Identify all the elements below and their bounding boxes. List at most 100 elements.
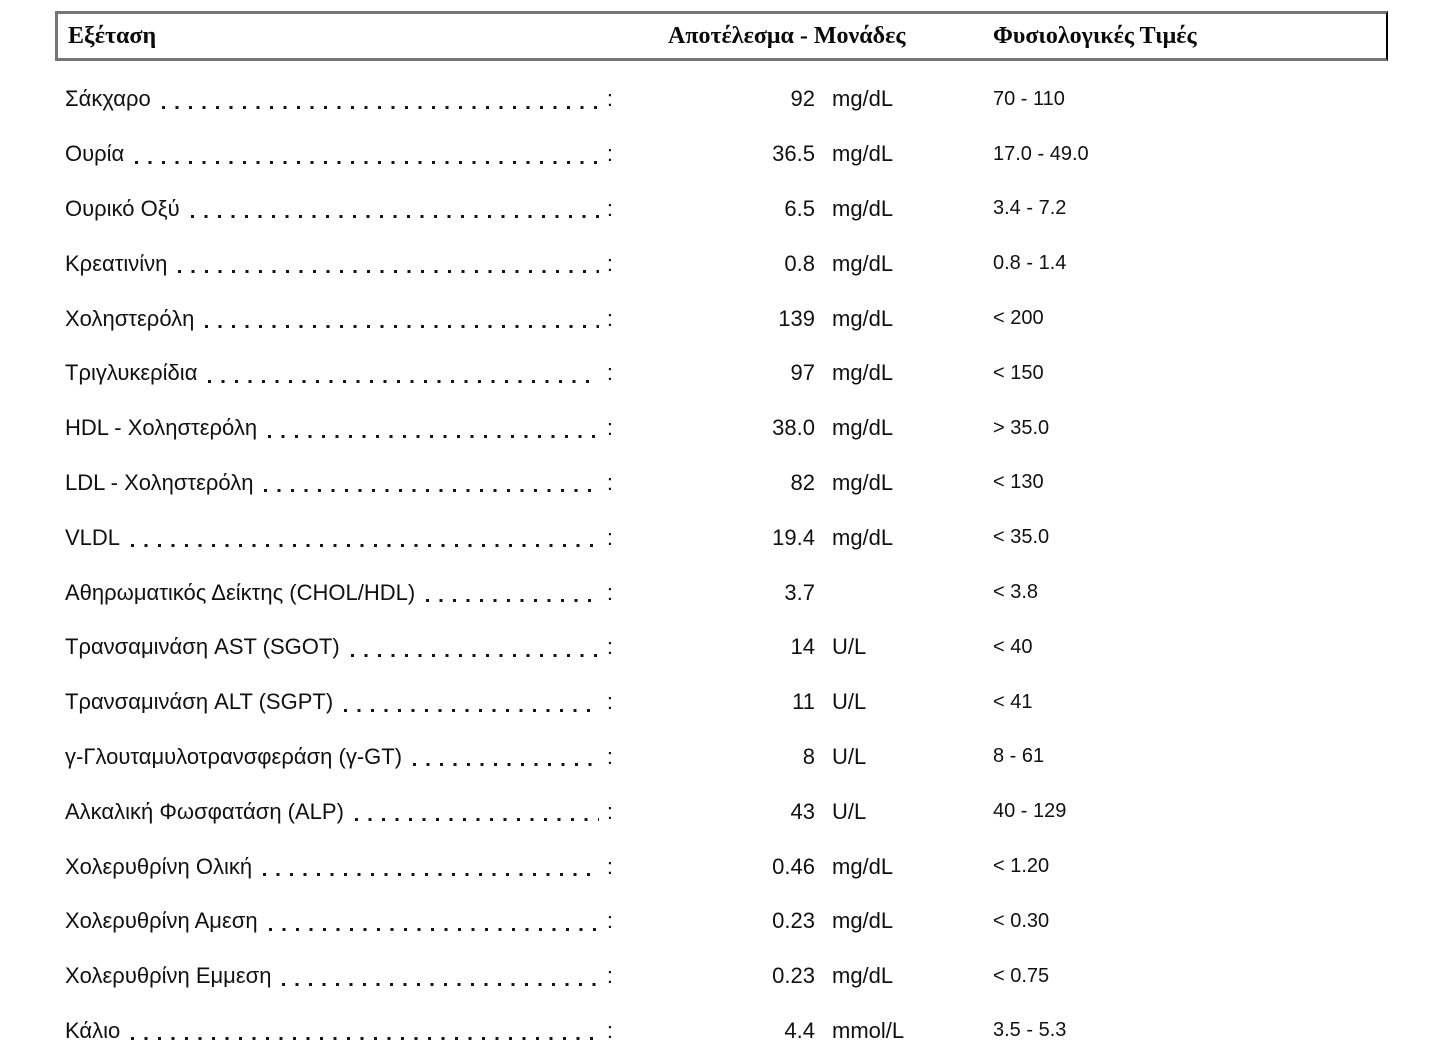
result-unit: mg/dL — [832, 963, 894, 989]
result-value: 3.7 — [784, 579, 815, 605]
result-unit: U/L — [832, 634, 867, 660]
colon-separator: : — [606, 141, 613, 167]
result-unit: mg/dL — [832, 250, 894, 276]
test-name: Κρεατινίνη — [65, 250, 168, 276]
result-value: 139 — [778, 305, 815, 331]
reference-range: < 41 — [993, 690, 1033, 713]
result-unit: mg/dL — [832, 305, 894, 331]
result-unit: U/L — [832, 689, 867, 715]
test-name-cell: Χολερυθρίνη Ολική : — [65, 839, 613, 894]
test-name: HDL - Χοληστερόλη — [65, 415, 258, 441]
dotted-leader — [268, 893, 599, 949]
table-row: Ουρία : 36.5 mg/dL 17.0 - 49.0 — [65, 126, 1395, 182]
colon-separator: : — [606, 579, 613, 605]
colon-separator: : — [606, 86, 613, 112]
result-value: 36.5 — [772, 141, 815, 167]
result-value: 97 — [790, 360, 815, 386]
colon-separator: : — [606, 195, 613, 221]
colon-separator: : — [606, 250, 613, 276]
test-name-cell: Ουρικό Οξύ : — [65, 181, 613, 237]
test-name-cell: γ-Γλουταμυλοτρανσφεράση (γ-GT) : — [65, 729, 613, 785]
dotted-leader — [161, 72, 599, 127]
dotted-leader — [208, 345, 599, 401]
colon-separator: : — [606, 415, 613, 441]
colon-separator: : — [606, 689, 613, 715]
dotted-leader — [350, 619, 599, 675]
reference-range: < 40 — [993, 635, 1033, 658]
colon-separator: : — [606, 853, 613, 879]
reference-range: 0.8 - 1.4 — [993, 252, 1067, 275]
result-value: 4.4 — [784, 1017, 815, 1043]
test-name: Χολερυθρίνη Ολική — [65, 853, 253, 879]
result-value: 19.4 — [772, 524, 815, 550]
dotted-leader — [264, 455, 599, 511]
header-normal-values-column: Φυσιολογικές Τιμές — [993, 22, 1197, 49]
result-unit: mg/dL — [832, 360, 894, 386]
result-unit: mg/dL — [832, 853, 894, 879]
test-name-cell: LDL - Χοληστερόλη : — [65, 455, 613, 511]
dotted-leader — [282, 948, 599, 1004]
test-name-cell: Τρανσαμινάση AST (SGOT) : — [65, 619, 613, 675]
table-row: Τρανσαμινάση ALT (SGPT) : 11 U/L < 41 — [65, 674, 1395, 730]
result-value: 14 — [790, 634, 815, 660]
test-name: Χολερυθρίνη Αμεση — [65, 908, 258, 934]
reference-range: 70 - 110 — [993, 87, 1065, 110]
test-name: Ουρία — [65, 141, 125, 167]
reference-range: > 35.0 — [993, 416, 1050, 439]
table-row: Χοληστερόλη : 139 mg/dL < 200 — [65, 291, 1395, 346]
result-unit: mg/dL — [832, 908, 894, 934]
reference-range: 17.0 - 49.0 — [993, 142, 1089, 165]
result-value: 82 — [790, 469, 815, 495]
dotted-leader — [190, 181, 599, 237]
reference-range: 8 - 61 — [993, 745, 1045, 768]
result-unit: mmol/L — [832, 1017, 905, 1043]
reference-range: 40 - 129 — [993, 800, 1067, 823]
result-unit: U/L — [832, 743, 867, 769]
test-name: Τρανσαμινάση AST (SGOT) — [65, 634, 340, 660]
test-name: Κάλιο — [65, 1017, 121, 1043]
table-row: γ-Γλουταμυλοτρανσφεράση (γ-GT) : 8 U/L 8… — [65, 729, 1395, 785]
dotted-leader — [263, 839, 599, 894]
table-row: Χολερυθρίνη Ολική : 0.46 mg/dL < 1.20 — [65, 839, 1395, 894]
colon-separator: : — [606, 908, 613, 934]
table-row: Ουρικό Οξύ : 6.5 mg/dL 3.4 - 7.2 — [65, 181, 1395, 237]
colon-separator: : — [606, 798, 613, 824]
test-name: Αλκαλική Φωσφατάση (ALP) — [65, 798, 344, 824]
result-unit: mg/dL — [832, 524, 894, 550]
table-row: Χολερυθρίνη Εμμεση : 0.23 mg/dL < 0.75 — [65, 948, 1395, 1004]
test-name-cell: HDL - Χοληστερόλη : — [65, 400, 613, 456]
table-row: HDL - Χοληστερόλη : 38.0 mg/dL > 35.0 — [65, 400, 1395, 456]
colon-separator: : — [606, 360, 613, 386]
table-row: Τρανσαμινάση AST (SGOT) : 14 U/L < 40 — [65, 619, 1395, 675]
table-row: Χολερυθρίνη Αμεση : 0.23 mg/dL < 0.30 — [65, 893, 1395, 949]
result-value: 0.46 — [772, 853, 815, 879]
result-unit: mg/dL — [832, 469, 894, 495]
table-header: Εξέταση Αποτέλεσμα - Μονάδες Φυσιολογικέ… — [55, 11, 1388, 61]
dotted-leader — [344, 674, 599, 730]
result-value: 8 — [802, 743, 815, 769]
result-value: 11 — [792, 689, 815, 715]
test-name: Τριγλυκερίδια — [65, 360, 198, 386]
test-name-cell: Αλκαλική Φωσφατάση (ALP) : — [65, 784, 613, 840]
dotted-leader — [205, 291, 599, 346]
reference-range: < 0.75 — [993, 964, 1050, 987]
test-name-cell: Ουρία : — [65, 126, 613, 182]
reference-range: < 150 — [993, 361, 1044, 384]
table-row: Αθηρωματικός Δείκτης (CHOL/HDL) : 3.7 < … — [65, 565, 1395, 620]
header-result-units-column: Αποτέλεσμα - Μονάδες — [668, 22, 906, 49]
test-name-cell: Τριγλυκερίδια : — [65, 345, 613, 401]
result-unit: mg/dL — [832, 86, 894, 112]
test-name-cell: Κάλιο : — [65, 1003, 613, 1059]
reference-range: 3.5 - 5.3 — [993, 1019, 1067, 1042]
result-unit: U/L — [832, 798, 867, 824]
reference-range: < 130 — [993, 471, 1044, 494]
colon-separator: : — [606, 743, 613, 769]
test-name: Τρανσαμινάση ALT (SGPT) — [65, 689, 334, 715]
reference-range: < 200 — [993, 307, 1044, 330]
test-name-cell: Σάκχαρο : — [65, 72, 613, 127]
result-unit: mg/dL — [832, 195, 894, 221]
colon-separator: : — [606, 963, 613, 989]
test-name: γ-Γλουταμυλοτρανσφεράση (γ-GT) — [65, 743, 403, 769]
header-test-column: Εξέταση — [68, 22, 157, 49]
